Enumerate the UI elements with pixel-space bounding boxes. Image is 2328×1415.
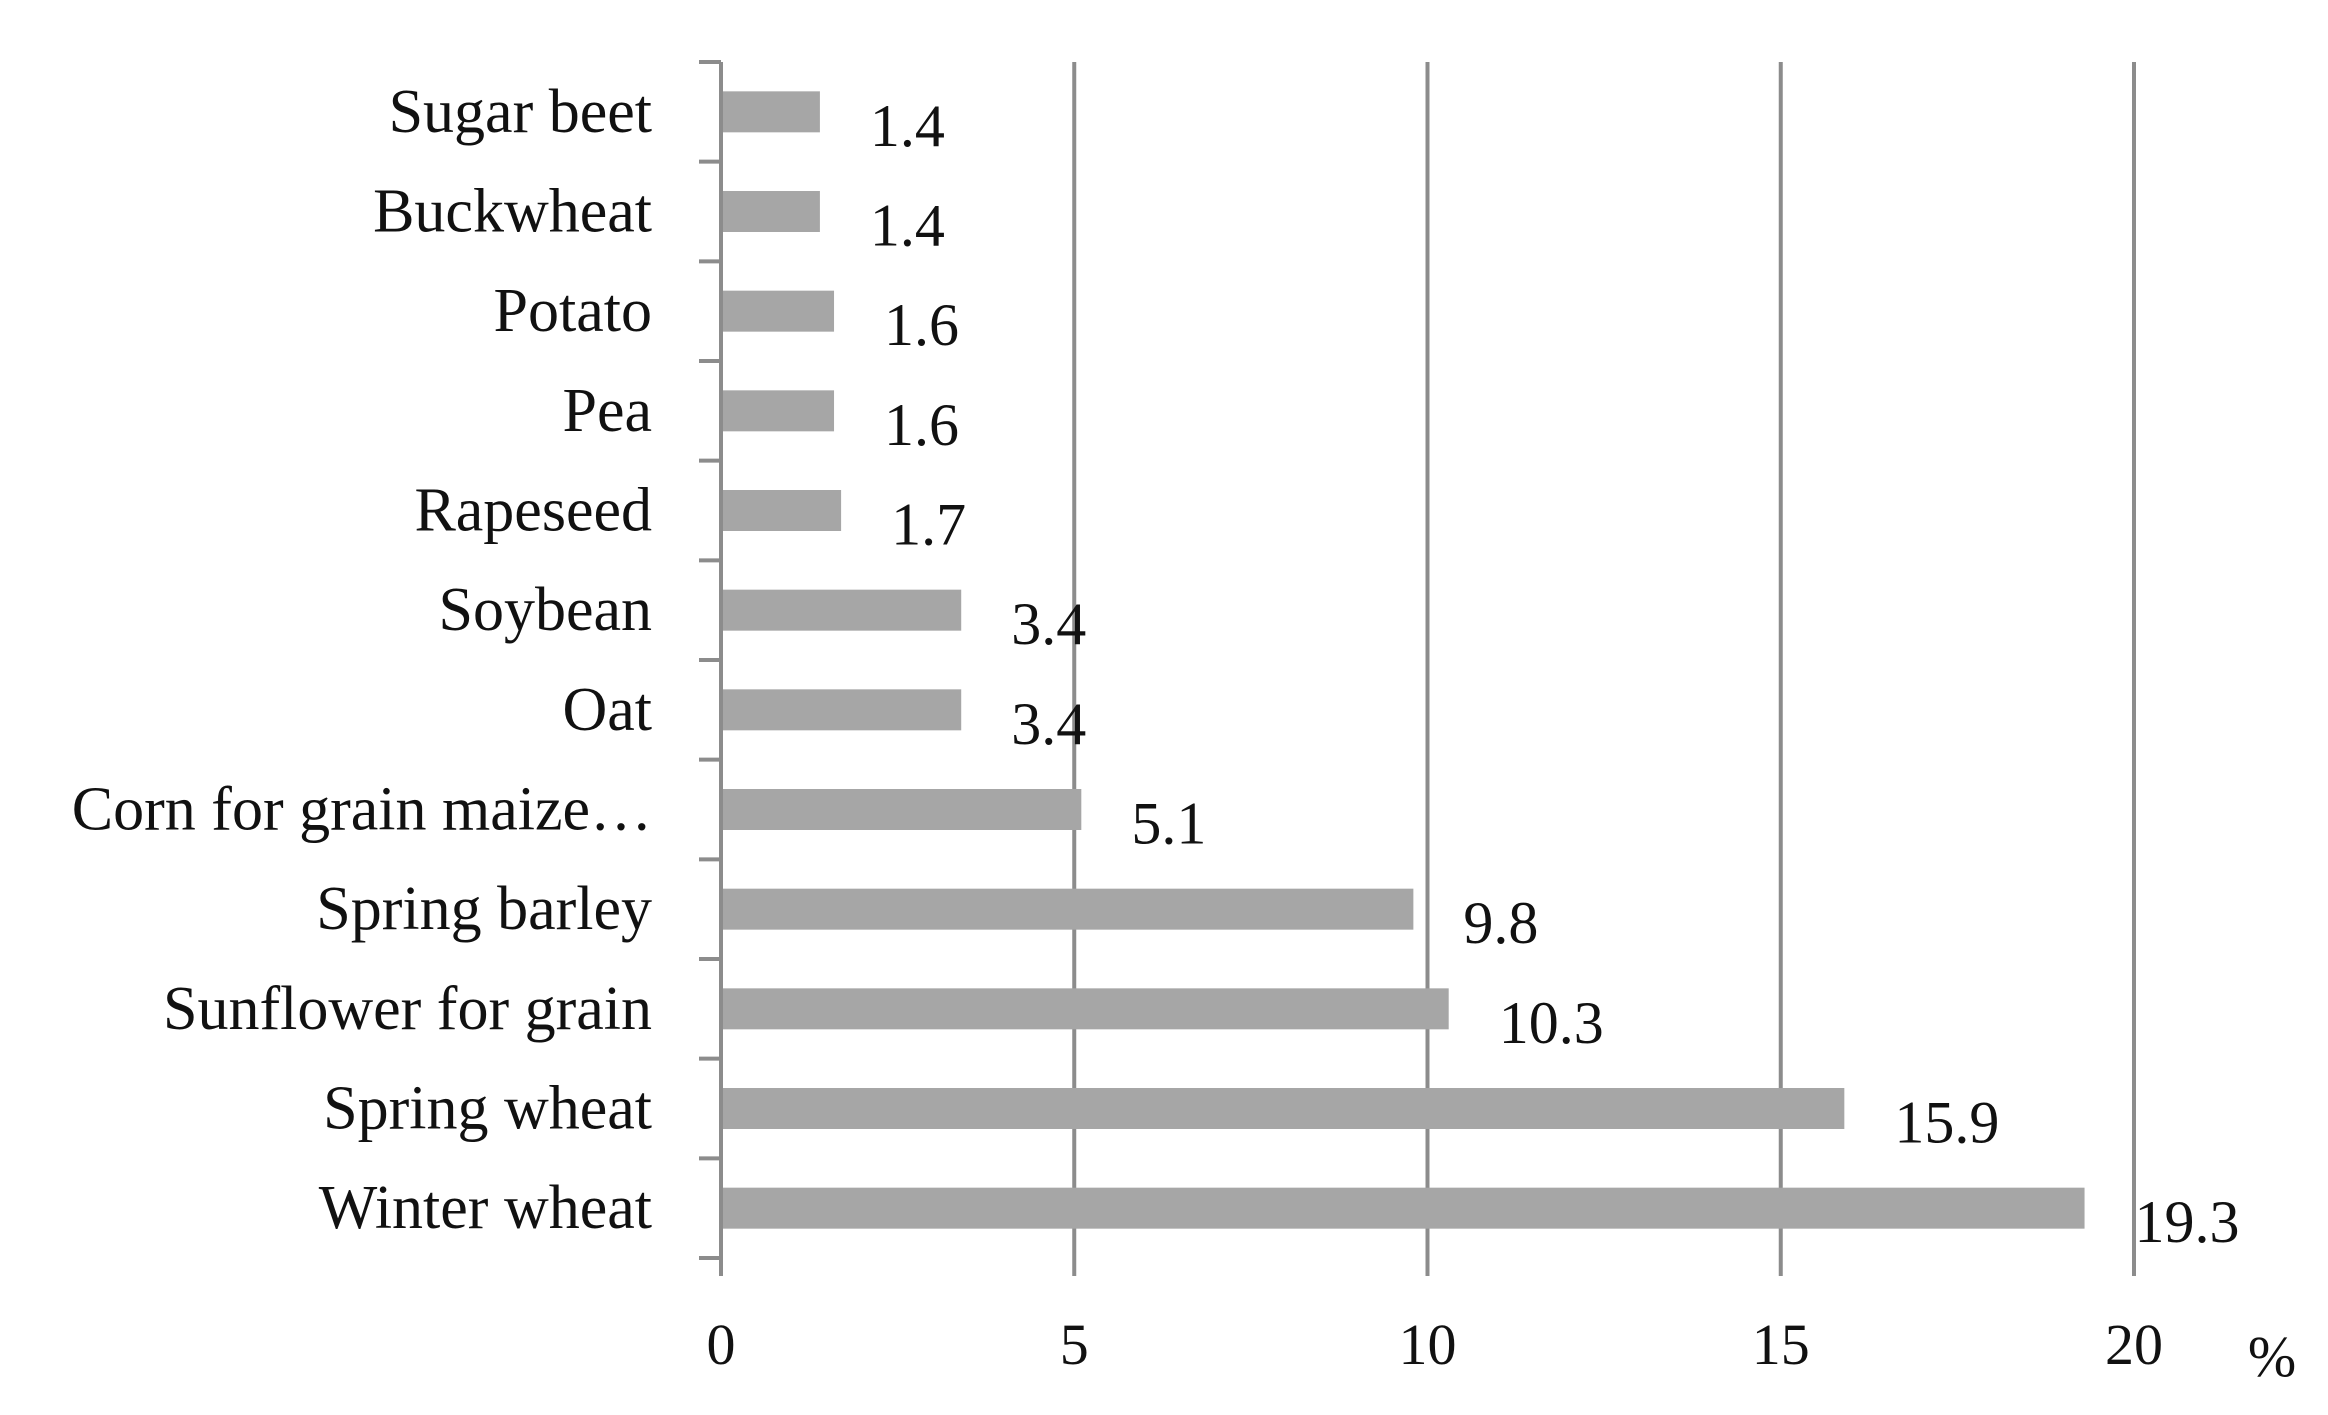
data-label: 9.8: [1463, 890, 1538, 956]
category-label: Potato: [494, 277, 652, 345]
category-label: Spring barley: [316, 875, 652, 943]
labels: 0 5 10 15 20 Winter wheat 19.3 Spring wheat 15.9…: [72, 78, 2240, 1377]
category-label: Soybean: [438, 576, 652, 644]
data-label: 10.3: [1499, 990, 1604, 1056]
category-label: Pea: [562, 377, 652, 445]
bar: [721, 988, 1449, 1030]
category-label: Winter wheat: [319, 1174, 652, 1242]
x-axis-unit-label: %: [2248, 1324, 2296, 1389]
data-label: 19.3: [2135, 1189, 2240, 1255]
bar: [721, 589, 962, 631]
gridlines: [1072, 62, 2136, 1276]
data-label: 5.1: [1131, 791, 1206, 857]
x-tick-label: 0: [707, 1312, 736, 1377]
data-label: 3.4: [1011, 691, 1086, 757]
data-label: 1.7: [891, 492, 966, 558]
bar: [721, 789, 1082, 830]
category-label: Spring wheat: [323, 1075, 652, 1143]
bar: [721, 91, 820, 133]
bar: [721, 390, 835, 432]
x-tick-label: 15: [1752, 1312, 1810, 1377]
bar: [721, 689, 962, 731]
bar: [721, 191, 820, 232]
bar: [721, 290, 835, 332]
data-label: 1.4: [870, 193, 945, 259]
x-tick-label: 10: [1399, 1312, 1457, 1377]
x-tick-label: 20: [2105, 1312, 2163, 1377]
data-label: 3.4: [1011, 591, 1086, 657]
category-label: Buckwheat: [373, 178, 652, 246]
data-label: 1.6: [884, 292, 959, 358]
bar: [721, 888, 1414, 930]
data-label: 1.4: [870, 93, 945, 159]
category-label: Sunflower for grain: [163, 975, 652, 1043]
x-tick-label: 5: [1060, 1312, 1089, 1377]
data-label: 1.6: [884, 392, 959, 458]
bars: [721, 91, 2085, 1229]
category-label: Sugar beet: [389, 78, 652, 146]
category-label: Corn for grain maize…: [72, 776, 652, 844]
category-label: Rapeseed: [414, 477, 652, 545]
bar: [721, 1088, 1845, 1129]
bar: [721, 490, 842, 531]
category-label: Oat: [562, 676, 652, 744]
axes: [699, 60, 723, 1276]
bar: [721, 1187, 2085, 1229]
data-label: 15.9: [1894, 1090, 1999, 1156]
